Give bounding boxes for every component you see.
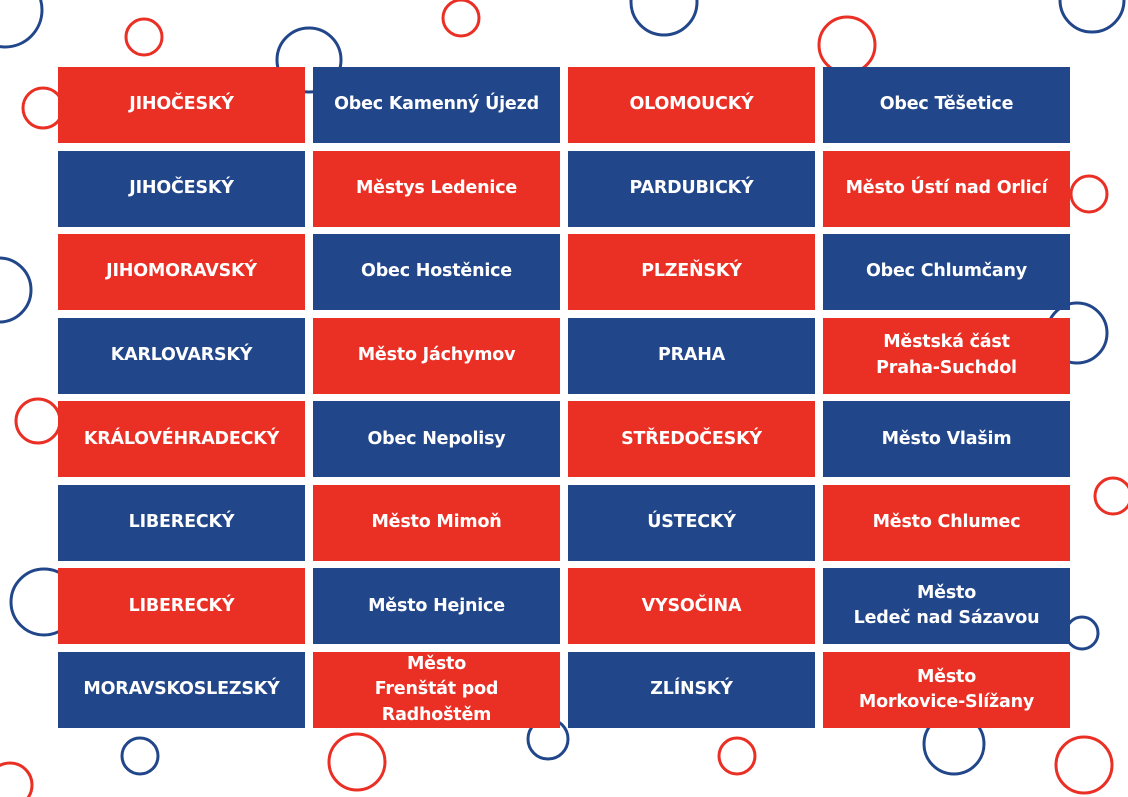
decor-circle <box>327 732 387 792</box>
municipality-cell: Obec Kamenný Újezd <box>313 67 560 143</box>
region-cell: PARDUBICKÝ <box>568 150 815 227</box>
region-cell: JIHOČESKÝ <box>58 67 305 143</box>
decor-circle <box>124 17 164 57</box>
region-cell: LIBERECKÝ <box>58 484 305 561</box>
decor-circle <box>21 86 65 130</box>
decor-circle <box>0 761 34 797</box>
decor-circle <box>817 15 877 75</box>
municipality-cell: Město Chlumec <box>823 484 1070 561</box>
region-cell: KARLOVARSKÝ <box>58 317 305 394</box>
region-cell: ZLÍNSKÝ <box>568 651 815 728</box>
region-municipality-grid: JIHOČESKÝ Obec Kamenný Újezd OLOMOUCKÝ O… <box>58 67 1070 728</box>
region-cell: ÚSTECKÝ <box>568 484 815 561</box>
region-cell: JIHOMORAVSKÝ <box>58 234 305 311</box>
decor-circle <box>1069 174 1109 214</box>
region-cell: VYSOČINA <box>568 568 815 645</box>
municipality-cell: Město Hejnice <box>313 568 560 645</box>
decor-circle <box>0 256 33 324</box>
region-cell: OLOMOUCKÝ <box>568 67 815 143</box>
municipality-cell: Obec Nepolisy <box>313 401 560 478</box>
municipality-cell: Obec Těšetice <box>823 67 1070 143</box>
decor-circle <box>1093 476 1128 516</box>
region-cell: MORAVSKOSLEZSKÝ <box>58 651 305 728</box>
region-cell: LIBERECKÝ <box>58 568 305 645</box>
region-cell: JIHOČESKÝ <box>58 150 305 227</box>
decor-circle <box>441 0 481 38</box>
municipality-cell: Obec Hostěnice <box>313 234 560 311</box>
municipality-cell: Městys Ledenice <box>313 150 560 227</box>
decor-circle <box>1054 735 1114 795</box>
decor-circle <box>1064 615 1100 651</box>
municipality-cell: Město Ledeč nad Sázavou <box>823 568 1070 645</box>
region-cell: PLZEŇSKÝ <box>568 234 815 311</box>
municipality-cell: Město Morkovice-Slížany <box>823 651 1070 728</box>
municipality-cell: Město Mimoň <box>313 484 560 561</box>
region-cell: KRÁLOVÉHRADECKÝ <box>58 401 305 478</box>
region-cell: PRAHA <box>568 317 815 394</box>
decor-circle <box>629 0 699 37</box>
municipality-cell: Městská část Praha-Suchdol <box>823 317 1070 394</box>
decor-circle <box>275 26 343 94</box>
decor-circle <box>0 0 44 49</box>
decor-circle <box>1058 0 1126 34</box>
region-cell: STŘEDOČESKÝ <box>568 401 815 478</box>
decor-circle <box>14 397 62 445</box>
municipality-cell: Město Vlašim <box>823 401 1070 478</box>
municipality-cell: Město Ústí nad Orlicí <box>823 150 1070 227</box>
municipality-cell: Obec Chlumčany <box>823 234 1070 311</box>
municipality-cell: Město Frenštát pod Radhoštěm <box>313 651 560 728</box>
decor-circle <box>120 736 160 776</box>
decor-circle <box>717 736 757 776</box>
municipality-cell: Město Jáchymov <box>313 317 560 394</box>
